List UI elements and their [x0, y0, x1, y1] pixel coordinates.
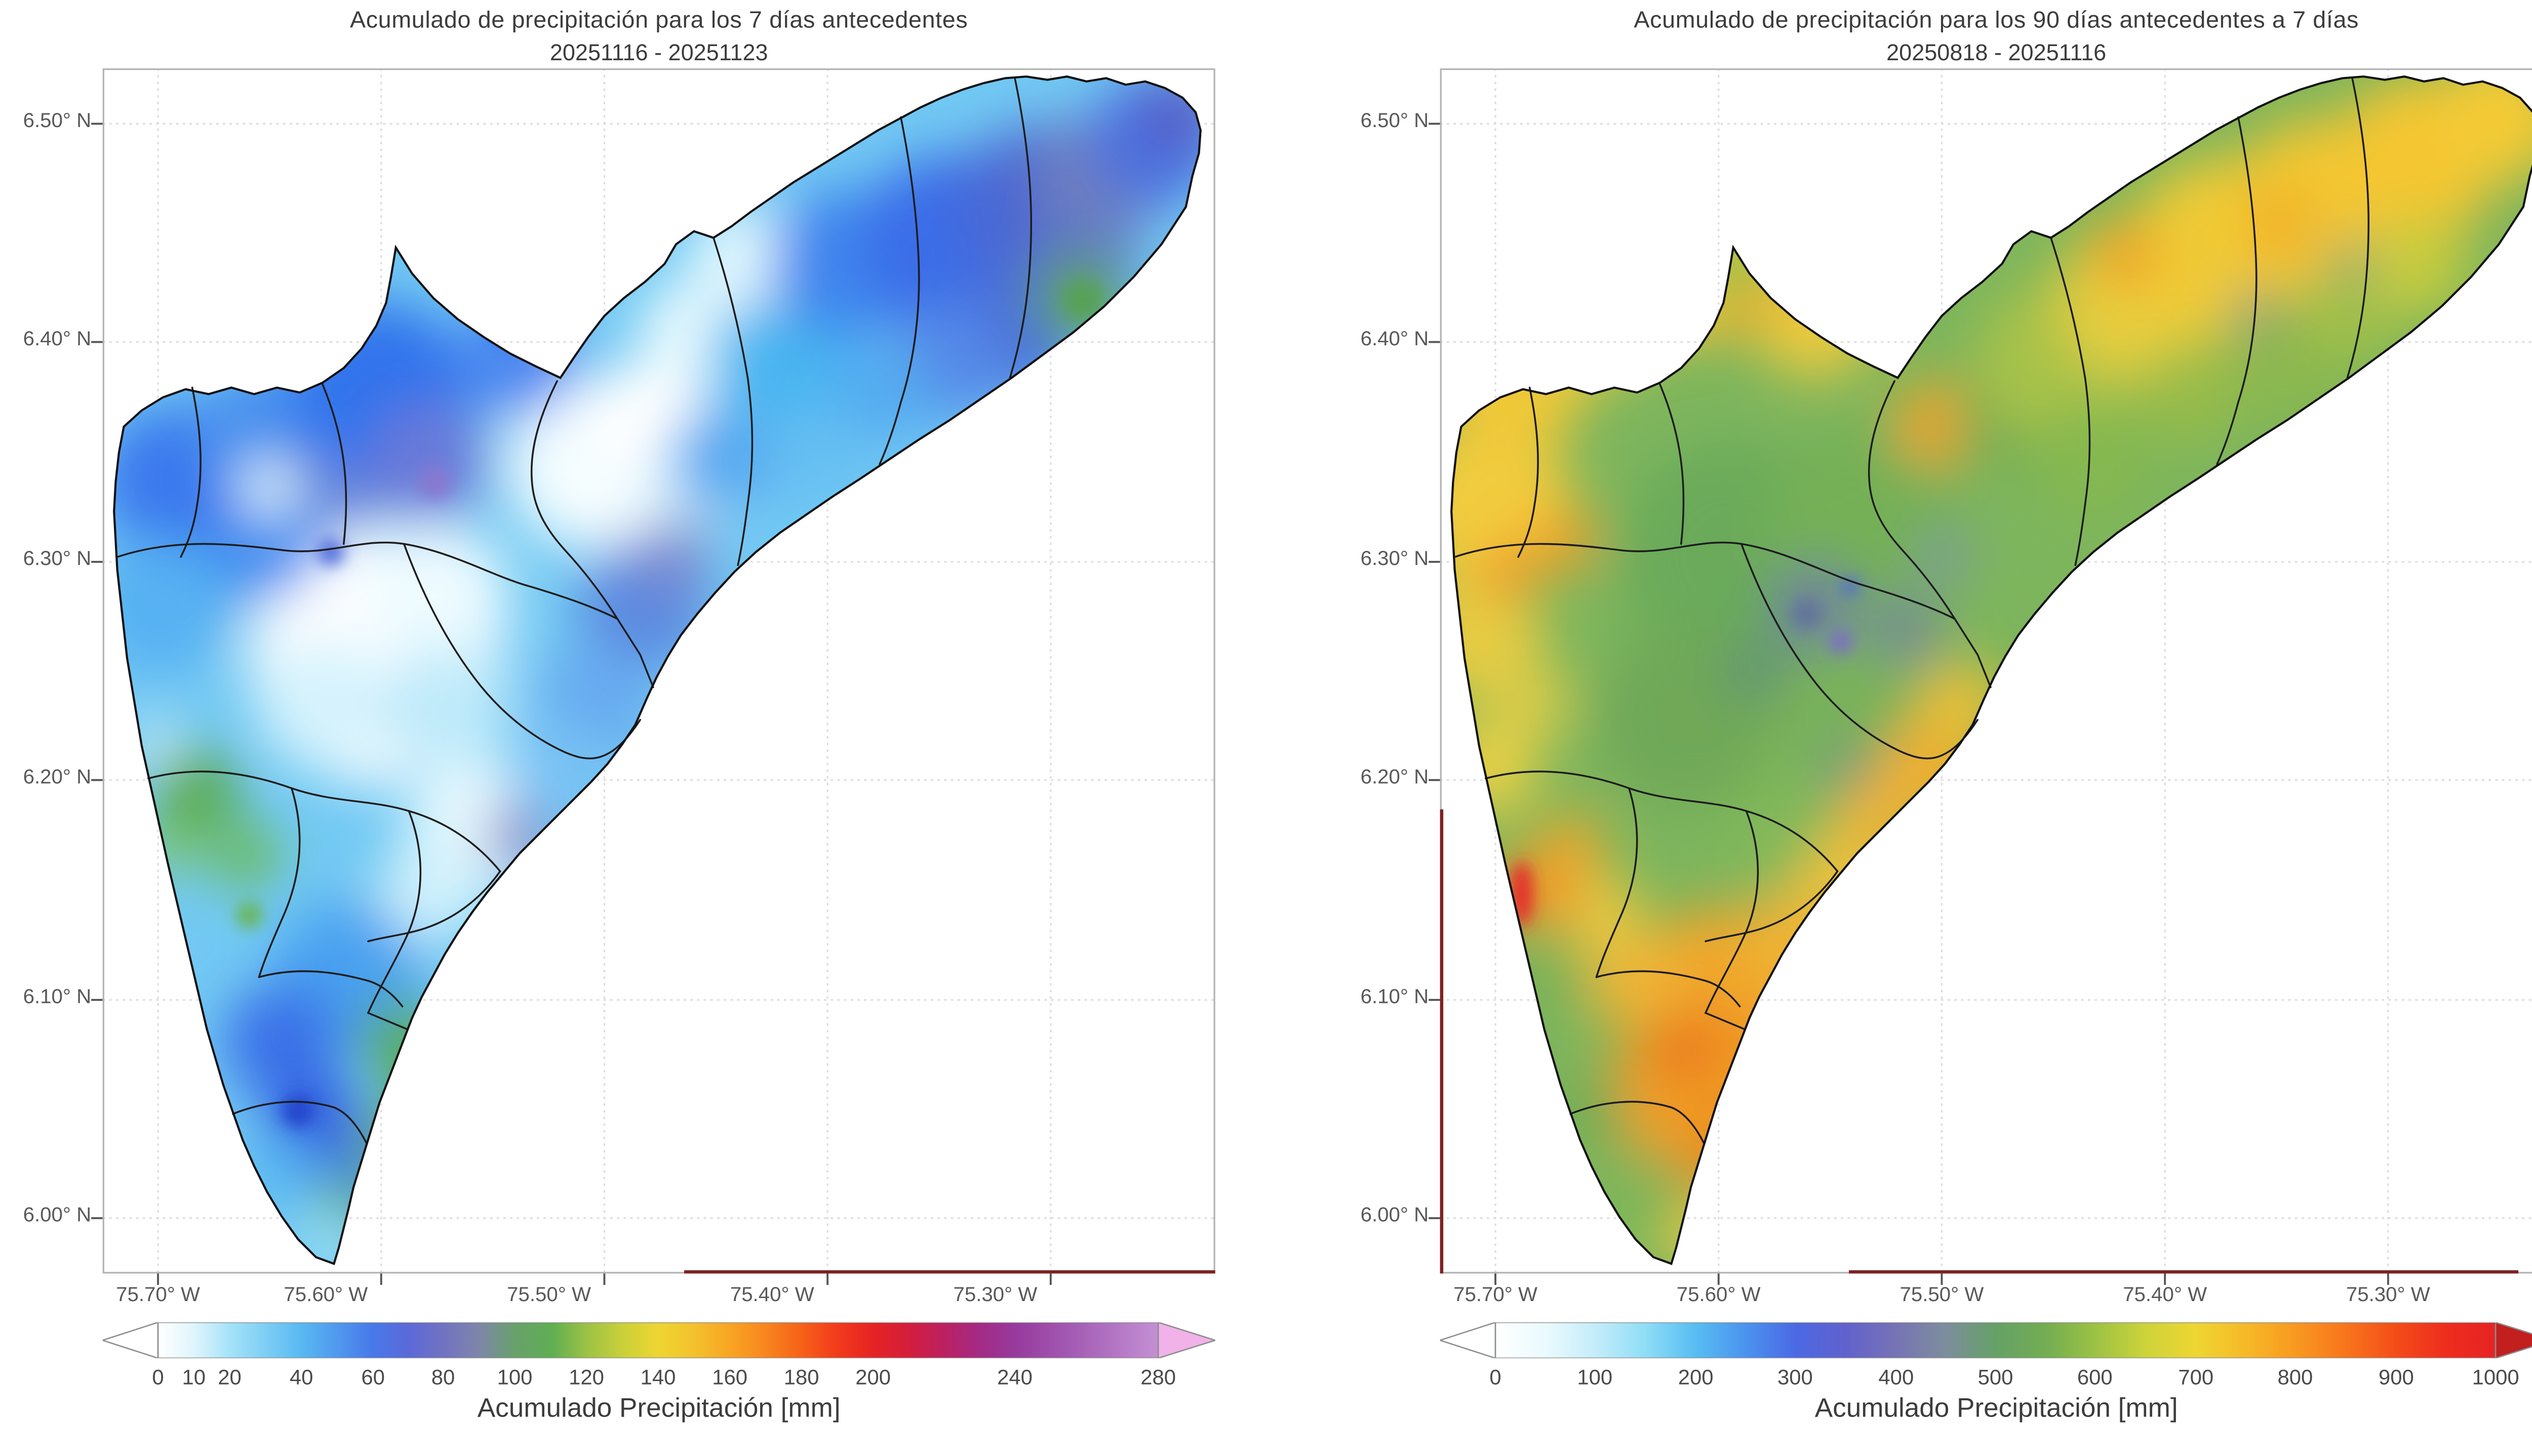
red-spine-fragment — [684, 1270, 1215, 1274]
cb-tick: 20 — [218, 1364, 242, 1389]
panel2-title: Acumulado de precipitación para los 90 d… — [1634, 8, 2359, 34]
axis-ticks — [1429, 123, 2389, 1285]
colorbar-90d — [1438, 1321, 2532, 1359]
y-tick-label: 6.10° N — [23, 985, 92, 1008]
cb-tick: 100 — [497, 1364, 533, 1389]
basin-map-7d — [91, 68, 1215, 1285]
y-tick-label: 6.40° N — [23, 327, 92, 350]
panel1-subtitle: 20251116 - 20251123 — [549, 39, 768, 65]
cb-tick: 60 — [361, 1364, 385, 1389]
cb-tick: 160 — [712, 1364, 748, 1389]
cb-tick: 900 — [2378, 1364, 2414, 1389]
x-tick-label: 75.30° W — [953, 1283, 1038, 1306]
y-tick-label: 6.10° N — [1360, 985, 1429, 1008]
cb-tick: 100 — [1577, 1364, 1613, 1389]
axis-ticks — [91, 123, 1052, 1285]
colorbar-over-arrow — [1157, 1321, 1218, 1359]
cb-tick: 0 — [152, 1364, 164, 1389]
y-tick-label: 6.30° N — [1360, 547, 1429, 570]
cb-tick: 80 — [431, 1364, 455, 1389]
y-tick-label: 6.40° N — [1360, 327, 1429, 350]
colorbar-over-arrow — [2495, 1321, 2532, 1359]
red-spine-fragment — [1440, 809, 1444, 1274]
y-tick-label: 6.00° N — [23, 1203, 92, 1227]
cb-tick: 700 — [2178, 1364, 2214, 1389]
x-tick-label: 75.60° W — [284, 1283, 368, 1306]
panel1-title: Acumulado de precipitación para los 7 dí… — [349, 8, 968, 34]
cb-tick: 280 — [1140, 1364, 1176, 1389]
colorbar-7d — [100, 1321, 1218, 1359]
colorbar-label-7d: Acumulado Precipitación [mm] — [477, 1394, 841, 1424]
map-plot-7d — [91, 68, 1215, 1285]
cb-tick: 10 — [182, 1364, 206, 1389]
plot-border — [102, 68, 1215, 1274]
cb-tick: 120 — [569, 1364, 604, 1389]
y-tick-label: 6.20° N — [23, 765, 92, 788]
colorbar-under-arrow — [100, 1321, 159, 1359]
panel2-subtitle: 20250818 - 20251116 — [1886, 39, 2107, 65]
basin-map-90d — [1429, 68, 2532, 1285]
y-tick-label: 6.50° N — [23, 109, 92, 132]
cb-tick: 240 — [997, 1364, 1033, 1389]
cb-tick: 200 — [855, 1364, 891, 1389]
cb-tick: 200 — [1678, 1364, 1714, 1389]
x-tick-label: 75.50° W — [507, 1283, 591, 1306]
x-tick-label: 75.40° W — [2123, 1283, 2207, 1306]
cb-tick: 40 — [289, 1364, 313, 1389]
cb-tick: 0 — [1489, 1364, 1501, 1389]
precip-field-7d — [114, 76, 1201, 1264]
cb-tick: 800 — [2277, 1364, 2313, 1389]
red-spine-fragment — [1849, 1270, 2519, 1274]
colorbar-under-arrow — [1438, 1321, 1496, 1359]
y-tick-label: 6.30° N — [23, 547, 92, 570]
cb-tick: 180 — [783, 1364, 819, 1389]
colorbar-gradient — [1494, 1321, 2497, 1359]
cb-tick: 500 — [1977, 1364, 2013, 1389]
x-tick-label: 75.40° W — [730, 1283, 814, 1306]
y-tick-label: 6.20° N — [1360, 765, 1429, 788]
cb-tick: 600 — [2077, 1364, 2113, 1389]
y-tick-label: 6.00° N — [1360, 1203, 1429, 1227]
cb-tick: 300 — [1777, 1364, 1813, 1389]
x-tick-label: 75.70° W — [1453, 1283, 1537, 1306]
x-tick-label: 75.50° W — [1900, 1283, 1984, 1306]
x-tick-label: 75.60° W — [1676, 1283, 1761, 1306]
cb-tick: 140 — [640, 1364, 676, 1389]
cb-tick: 400 — [1878, 1364, 1914, 1389]
cb-tick: 1000 — [2472, 1364, 2519, 1389]
map-plot-90d — [1429, 68, 2532, 1285]
precip-field-90d — [1451, 76, 2532, 1264]
colorbar-gradient — [157, 1321, 1159, 1359]
y-tick-label: 6.50° N — [1360, 109, 1429, 132]
x-tick-label: 75.70° W — [116, 1283, 200, 1306]
colorbar-label-90d: Acumulado Precipitación [mm] — [1814, 1394, 2178, 1424]
x-tick-label: 75.30° W — [2346, 1283, 2430, 1306]
